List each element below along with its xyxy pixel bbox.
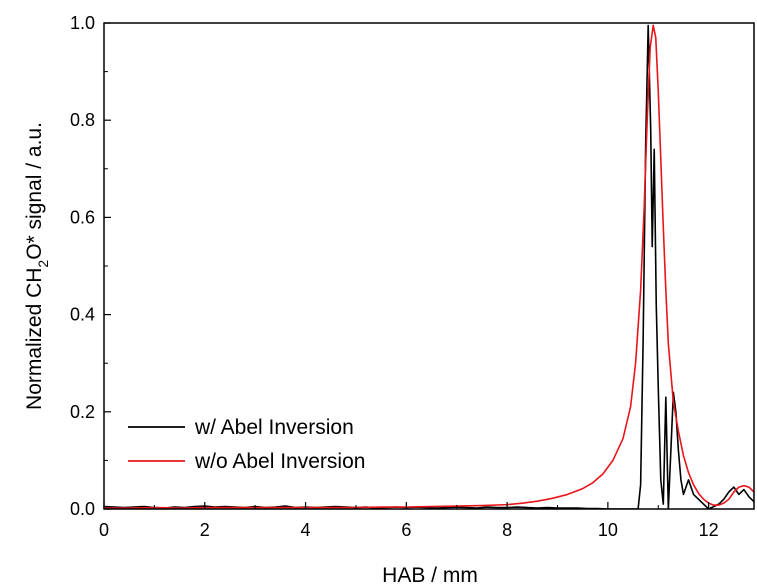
x-tick-label: 4: [301, 520, 311, 540]
y-axis-title: Normalized CH2O* signal / a.u.: [23, 122, 51, 410]
y-tick-label: 0.0: [70, 499, 95, 519]
y-tick-label: 1.0: [70, 13, 95, 33]
legend: w/ Abel Inversion w/o Abel Inversion: [128, 416, 365, 473]
x-tick-label: 2: [200, 520, 210, 540]
legend-label-wo-abel: w/o Abel Inversion: [194, 450, 365, 473]
y-tick-label: 0.2: [70, 402, 95, 422]
x-tick-label: 8: [502, 520, 512, 540]
y-tick-label: 0.6: [70, 207, 95, 227]
x-tick-label: 0: [99, 520, 109, 540]
x-tick-label: 12: [699, 520, 719, 540]
series-line-wo-abel: [104, 24, 754, 509]
y-axis: 0.0 0.2 0.4 0.6 0.8 1.0: [70, 13, 111, 519]
x-axis: 0 2 4 6 8 10 12: [99, 502, 719, 540]
x-tick-label: 10: [598, 520, 618, 540]
y-tick-label: 0.4: [70, 305, 95, 325]
x-axis-title: HAB / mm: [382, 564, 478, 587]
y-tick-label: 0.8: [70, 110, 95, 130]
legend-label-w-abel: w/ Abel Inversion: [194, 416, 354, 439]
x-tick-label: 6: [401, 520, 411, 540]
